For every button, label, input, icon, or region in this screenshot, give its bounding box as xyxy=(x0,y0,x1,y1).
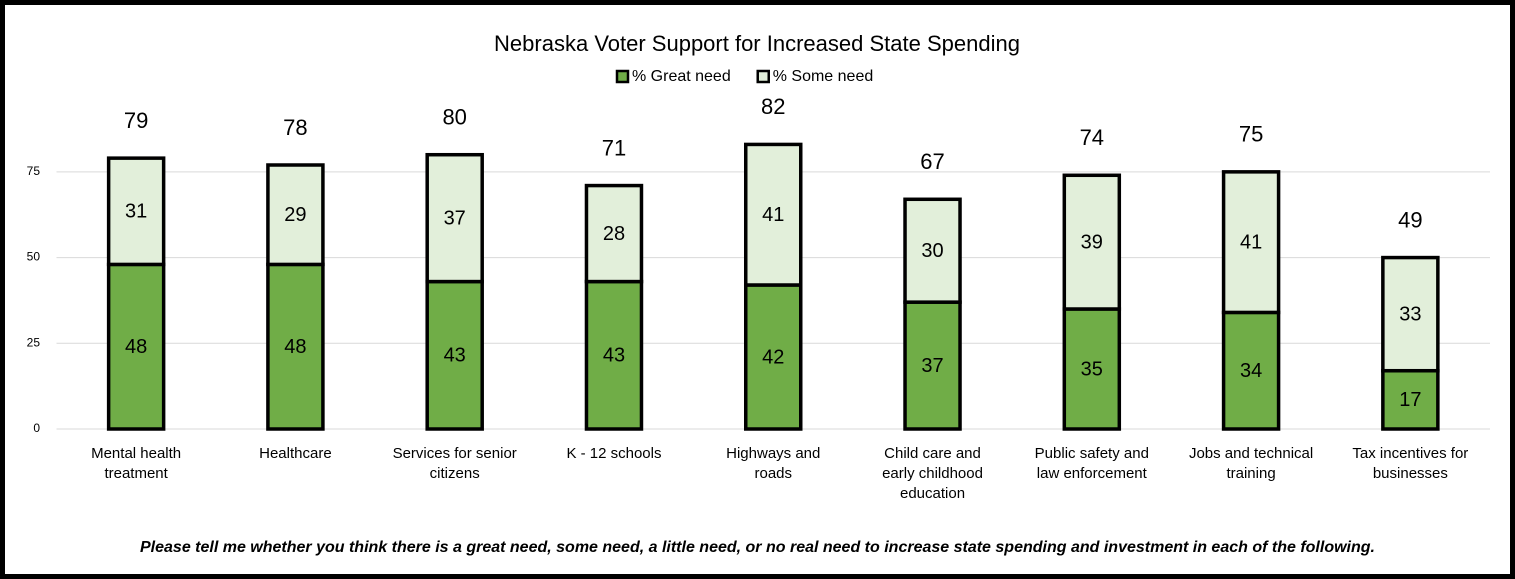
segment-label: 43 xyxy=(444,345,466,367)
total-label: 75 xyxy=(1239,122,1263,147)
y-tick-label: 25 xyxy=(27,335,41,349)
bar-segment xyxy=(266,163,325,267)
x-tick-label: Jobs and technical training xyxy=(1188,445,1314,482)
bar-segment xyxy=(744,142,803,287)
total-label: 49 xyxy=(1398,207,1422,232)
x-tick-label: Public safety and law enforcement xyxy=(1034,445,1149,482)
bar-segment xyxy=(744,283,803,431)
total-label: 67 xyxy=(920,149,944,174)
segment-label: 37 xyxy=(921,355,943,377)
y-tick-label: 75 xyxy=(27,164,41,178)
legend-label: % Great need xyxy=(632,68,731,85)
bar-segment xyxy=(1381,255,1440,373)
total-label: 79 xyxy=(124,108,148,133)
bar-segment xyxy=(1221,170,1281,315)
x-tick-label: K - 12 schools xyxy=(566,445,662,462)
legend-swatch xyxy=(615,69,630,84)
bar-segment xyxy=(1062,173,1122,311)
segment-label: 48 xyxy=(284,336,306,358)
bar-segment xyxy=(425,152,484,284)
x-tick-label: Services for senior citizens xyxy=(392,445,517,482)
segment-label: 31 xyxy=(125,201,147,223)
segment-label: 39 xyxy=(1081,231,1103,253)
total-label: 71 xyxy=(602,135,626,160)
total-label: 74 xyxy=(1080,125,1104,150)
bar-segment xyxy=(106,156,166,267)
segment-label: 41 xyxy=(1240,231,1262,253)
bar-segment xyxy=(584,183,644,284)
bar-segment xyxy=(106,262,166,431)
total-label: 82 xyxy=(761,94,785,119)
x-tick-label: Mental health treatment xyxy=(91,445,182,482)
bar-segment xyxy=(1221,310,1281,431)
x-tick-label: Healthcare xyxy=(259,445,332,462)
chart-title: Nebraska Voter Support for Increased Sta… xyxy=(494,31,1020,56)
segment-label: 34 xyxy=(1240,360,1262,382)
bar-segment xyxy=(1381,368,1440,431)
segment-label: 42 xyxy=(762,346,784,368)
segment-label: 43 xyxy=(603,345,625,367)
bar-segment xyxy=(1062,307,1122,431)
total-label: 80 xyxy=(442,105,466,130)
segment-label: 30 xyxy=(921,240,943,262)
segment-label: 37 xyxy=(444,207,466,229)
legend-label: % Some need xyxy=(773,68,874,85)
segment-label: 29 xyxy=(284,204,306,226)
x-tick-label: Child care and early childhood education xyxy=(882,445,983,502)
segment-label: 35 xyxy=(1081,358,1103,380)
segment-label: 48 xyxy=(125,336,147,358)
x-tick-label: Highways and roads xyxy=(726,445,821,482)
segment-label: 17 xyxy=(1399,389,1421,411)
y-tick-label: 50 xyxy=(27,250,41,264)
segment-label: 33 xyxy=(1399,303,1421,325)
bar-segment xyxy=(903,197,962,304)
y-tick-label: 0 xyxy=(33,421,40,435)
x-tick-label: Tax incentives for businesses xyxy=(1352,445,1469,482)
segment-label: 28 xyxy=(603,223,625,245)
total-label: 78 xyxy=(283,115,307,140)
legend-swatch xyxy=(756,69,770,84)
segment-label: 41 xyxy=(762,204,784,226)
footnote: Please tell me whether you think there i… xyxy=(140,539,1375,556)
